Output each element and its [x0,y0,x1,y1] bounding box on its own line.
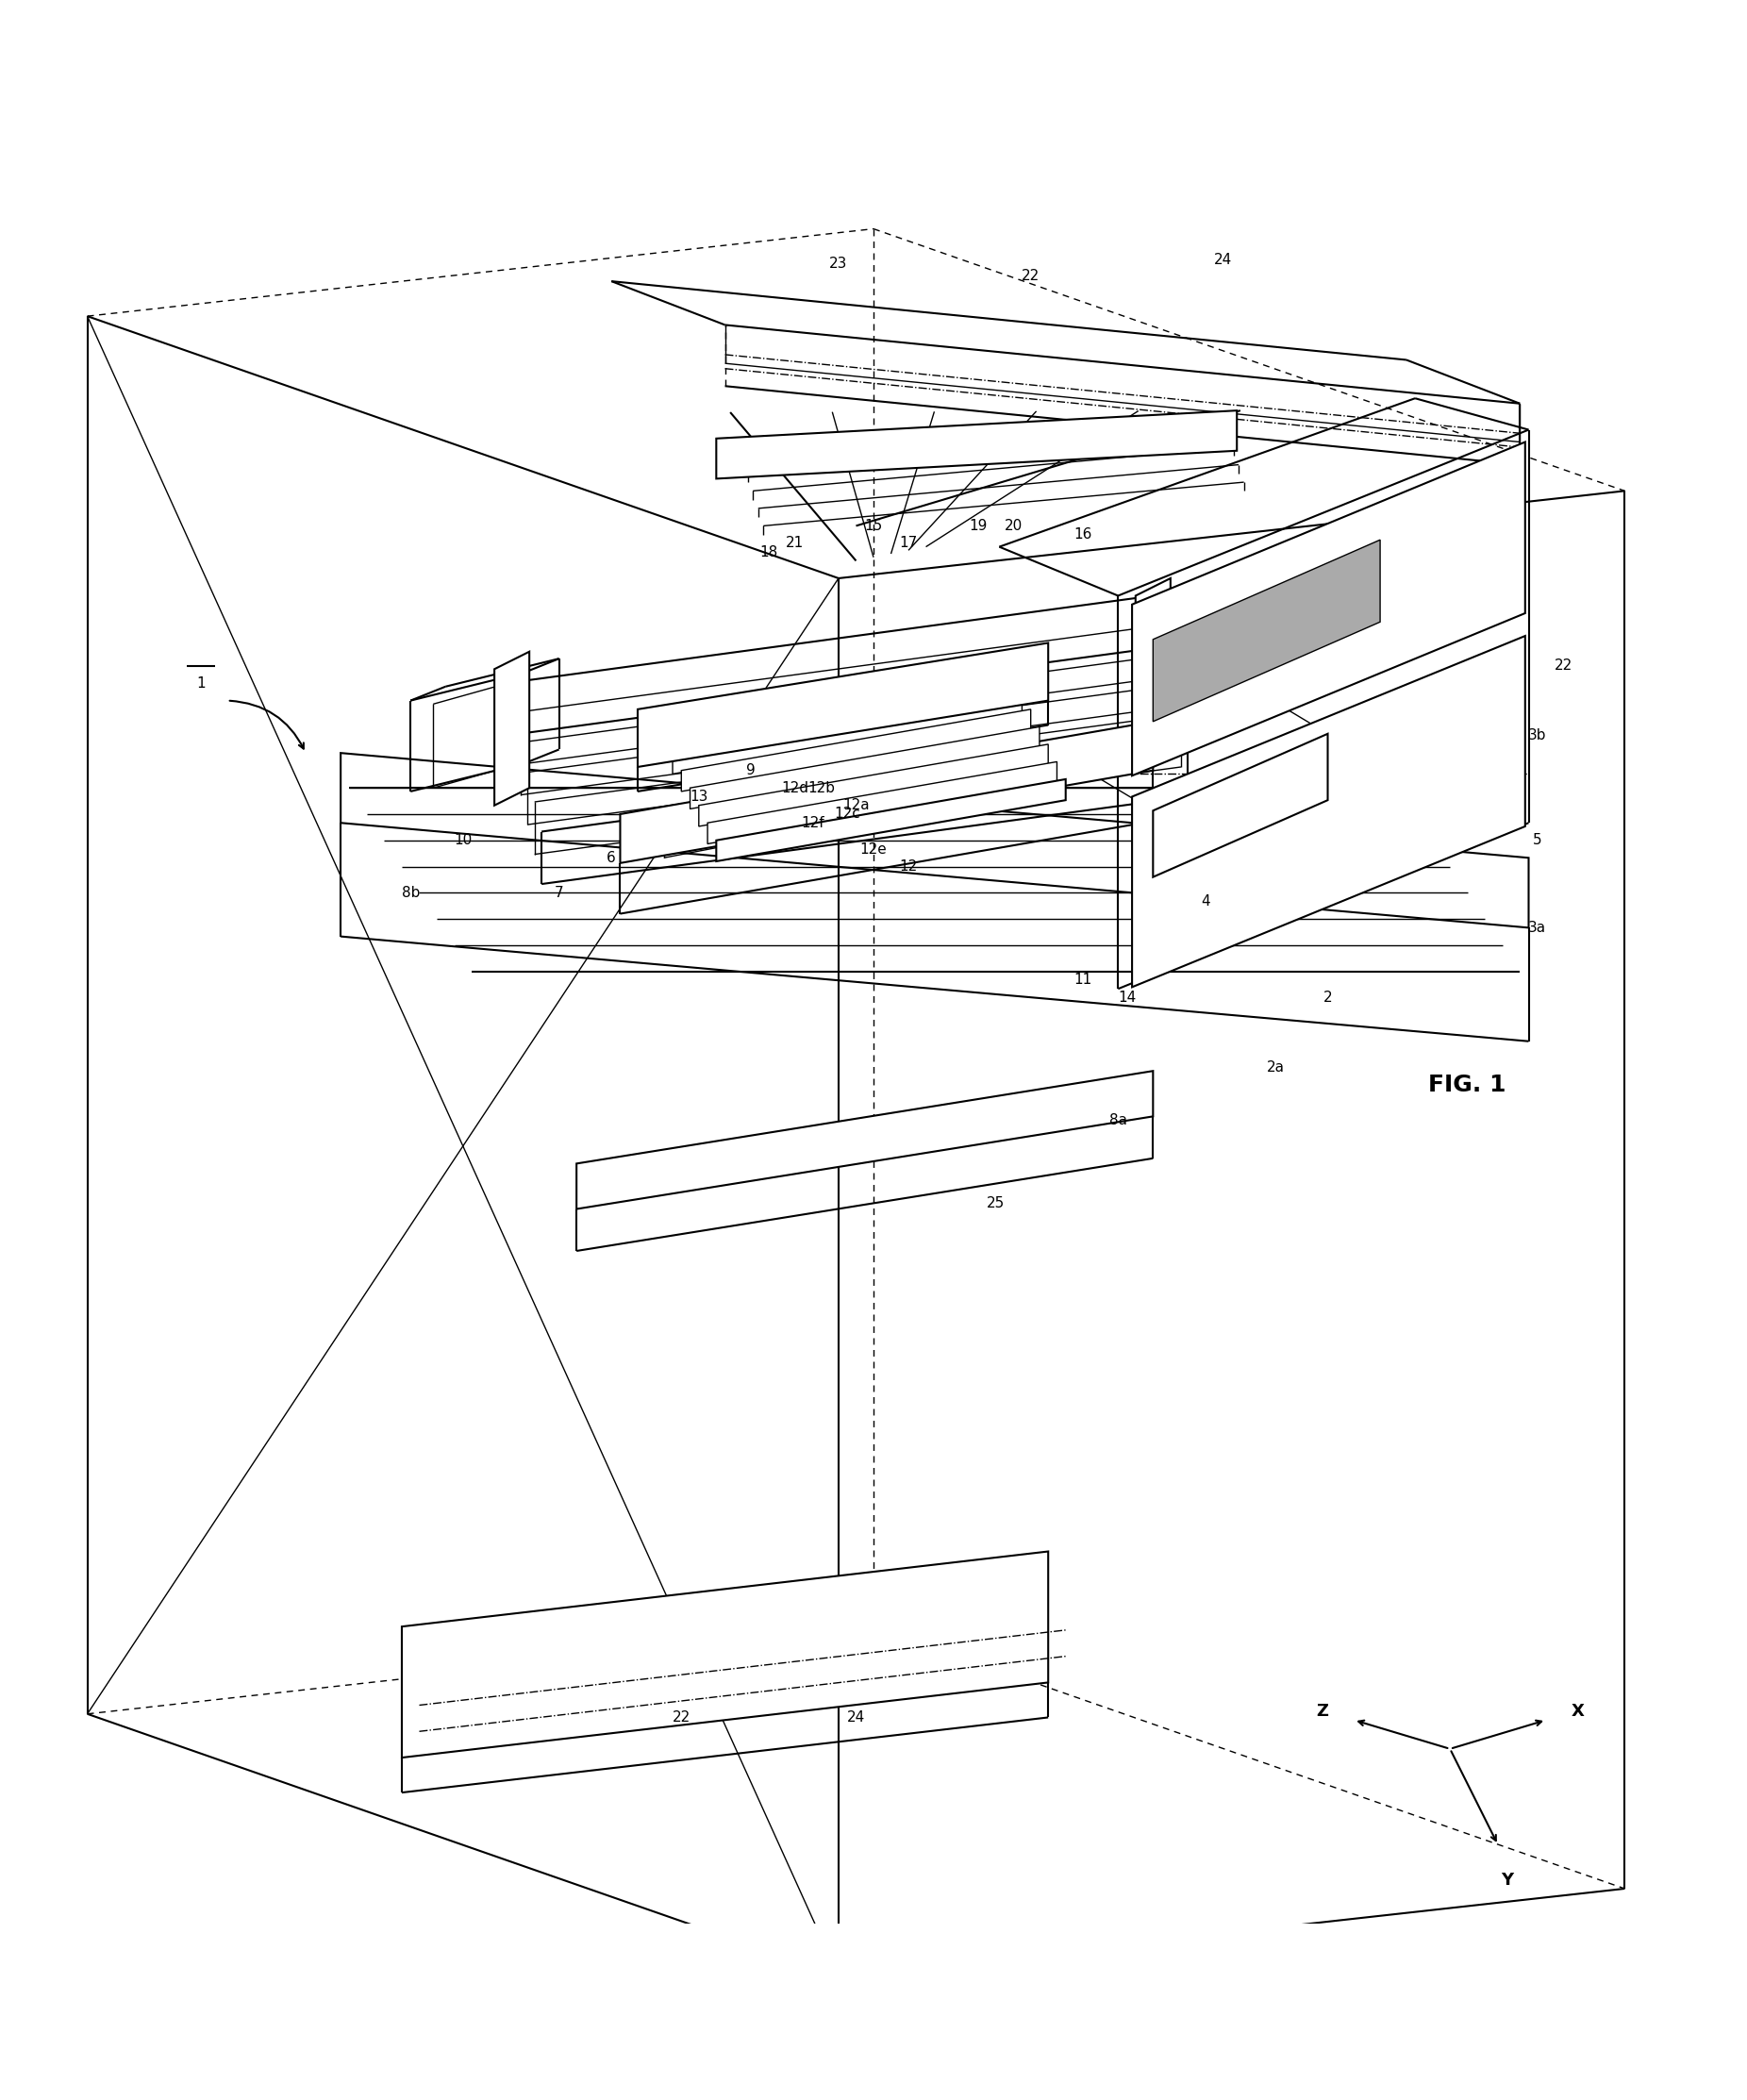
Text: 5: 5 [1532,834,1543,848]
Text: 22: 22 [673,1709,690,1724]
Text: 12d: 12d [781,781,809,796]
Text: 3b: 3b [1529,729,1546,743]
Text: 12: 12 [900,859,917,874]
Text: 10: 10 [454,834,472,848]
Text: 19: 19 [970,519,987,533]
Text: 18: 18 [760,546,777,559]
Text: 4: 4 [1200,895,1211,909]
Polygon shape [620,722,1153,863]
Text: 22: 22 [1555,659,1572,672]
Text: 12a: 12a [842,798,870,813]
Text: 3a: 3a [1529,920,1546,935]
Polygon shape [681,710,1031,792]
Text: 9: 9 [746,764,756,777]
Polygon shape [716,410,1237,479]
Text: Z: Z [1317,1703,1328,1720]
Text: 21: 21 [786,536,804,550]
Text: 12b: 12b [807,781,835,796]
Text: 16: 16 [1074,527,1092,542]
Text: 12e: 12e [860,842,887,857]
Text: 14: 14 [1118,991,1136,1004]
Polygon shape [638,643,1048,766]
Polygon shape [699,743,1048,827]
Text: 11: 11 [1074,972,1092,987]
Text: 8b: 8b [402,886,419,899]
Polygon shape [690,727,1039,808]
Text: 12c: 12c [835,806,860,821]
Text: 1: 1 [196,676,206,691]
Polygon shape [1132,441,1525,775]
Text: 15: 15 [865,519,882,533]
Polygon shape [1136,578,1170,733]
Polygon shape [1153,733,1328,878]
Text: Y: Y [1501,1871,1513,1888]
Text: 2a: 2a [1267,1061,1284,1075]
Text: 22: 22 [1022,269,1039,284]
Polygon shape [402,1552,1048,1758]
Text: 12f: 12f [800,815,825,830]
Text: 17: 17 [900,536,917,550]
Text: 20: 20 [1005,519,1022,533]
Text: 8a: 8a [1109,1113,1127,1128]
Text: FIG. 1: FIG. 1 [1429,1073,1506,1096]
Text: 7: 7 [554,886,564,899]
Polygon shape [664,674,1013,756]
Text: 25: 25 [987,1197,1005,1212]
Polygon shape [341,754,1529,928]
Text: 24: 24 [847,1709,865,1724]
Text: 23: 23 [830,256,847,271]
Text: 24: 24 [1214,254,1232,267]
Polygon shape [494,651,529,806]
Polygon shape [1132,636,1525,987]
Text: 2: 2 [1322,991,1333,1004]
Polygon shape [716,779,1066,861]
Text: 13: 13 [690,790,708,804]
Text: 6: 6 [606,851,617,865]
Polygon shape [708,762,1057,844]
Polygon shape [673,691,1022,775]
Polygon shape [1153,540,1380,722]
Text: X: X [1571,1703,1585,1720]
Polygon shape [577,1071,1153,1210]
